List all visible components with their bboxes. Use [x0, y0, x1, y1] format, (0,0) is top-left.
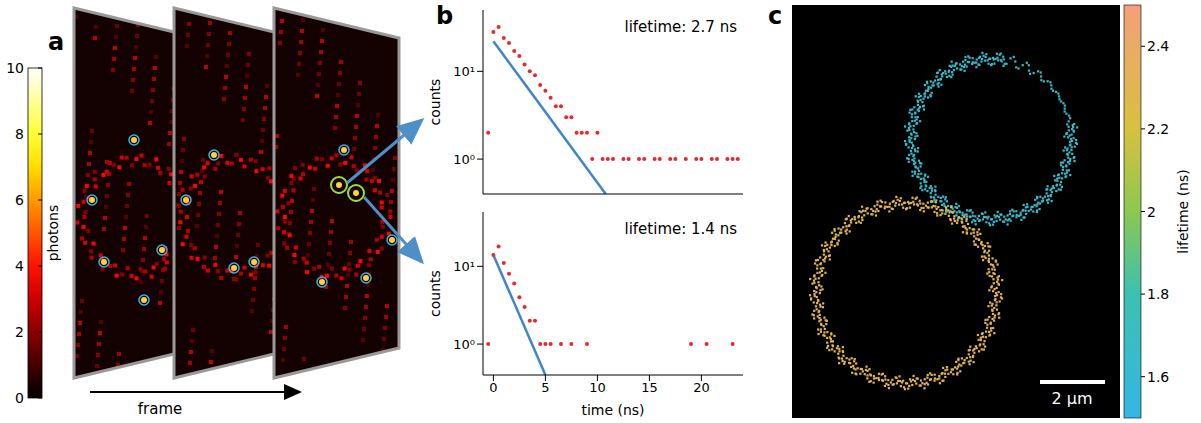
html-text:lifetime: 2.7 ns: lifetime: 2.7 ns [624, 18, 737, 36]
svg-text:10¹: 10¹ [453, 259, 475, 274]
svg-text:photons: photons [45, 205, 61, 262]
svg-text:b: b [436, 2, 453, 30]
svg-text:2: 2 [15, 324, 24, 340]
svg-text:15: 15 [641, 380, 658, 395]
svg-text:0: 0 [489, 380, 497, 395]
svg-text:10¹: 10¹ [453, 64, 475, 79]
svg-text:0: 0 [15, 390, 24, 406]
svg-text:a: a [48, 28, 64, 56]
html-text:lifetime: 1.4 ns: lifetime: 1.4 ns [624, 220, 737, 238]
svg-text:4: 4 [15, 258, 24, 274]
svg-text:8: 8 [15, 126, 24, 142]
svg-text:2: 2 [1147, 204, 1156, 220]
svg-text:lifetime (ns): lifetime (ns) [1175, 169, 1191, 254]
svg-text:1.6: 1.6 [1147, 369, 1169, 385]
svg-text:counts: counts [427, 270, 443, 317]
svg-text:20: 20 [693, 380, 710, 395]
svg-text:counts: counts [427, 79, 443, 126]
svg-text:5: 5 [541, 380, 549, 395]
svg-text:6: 6 [15, 192, 24, 208]
svg-text:10: 10 [6, 60, 24, 76]
svg-text:10⁰: 10⁰ [453, 152, 475, 167]
svg-text:10: 10 [589, 380, 606, 395]
svg-text:frame: frame [138, 400, 182, 418]
svg-text:time (ns): time (ns) [581, 402, 644, 418]
svg-text:2 µm: 2 µm [1051, 389, 1092, 408]
svg-text:1.8: 1.8 [1147, 286, 1169, 302]
svg-text:2.4: 2.4 [1147, 38, 1169, 54]
svg-text:10⁰: 10⁰ [453, 337, 475, 352]
svg-text:2.2: 2.2 [1147, 121, 1169, 137]
svg-text:c: c [768, 2, 782, 30]
